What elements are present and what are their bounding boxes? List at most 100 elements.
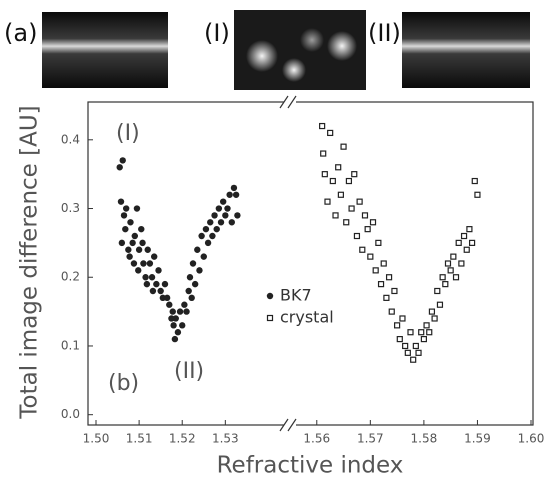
x-tick-label: 1.58	[411, 432, 438, 446]
point	[146, 260, 154, 267]
point	[345, 177, 353, 185]
point	[194, 246, 201, 253]
point	[174, 329, 182, 336]
point	[377, 281, 385, 288]
point	[369, 219, 377, 226]
point	[198, 232, 205, 240]
point	[215, 205, 223, 212]
point	[157, 287, 164, 295]
point	[418, 329, 425, 336]
point	[135, 267, 142, 274]
panel-label: (a)	[4, 19, 37, 47]
legend-label: BK7	[280, 286, 312, 305]
point	[364, 226, 371, 233]
point	[356, 198, 363, 205]
point	[396, 335, 403, 343]
x-tick-label: 1.59	[464, 432, 491, 446]
annotation: (II)	[174, 359, 204, 384]
point	[139, 239, 146, 247]
point	[343, 219, 350, 226]
point	[439, 274, 446, 281]
x-axis-label: Refractive index	[217, 453, 404, 478]
y-tick-label: 0.1	[61, 338, 80, 352]
point	[126, 253, 133, 260]
point	[351, 171, 358, 178]
point	[367, 253, 374, 260]
y-tick-label: 0.3	[61, 201, 80, 215]
annotation: (I)	[116, 121, 140, 146]
legend-marker	[266, 292, 274, 300]
point	[348, 205, 355, 212]
point	[211, 212, 218, 219]
point	[474, 191, 481, 198]
point	[452, 274, 460, 281]
point	[420, 335, 427, 343]
legend-label: crystal	[280, 308, 334, 327]
point	[380, 260, 387, 267]
point	[383, 294, 390, 301]
point	[186, 274, 194, 281]
point	[426, 329, 433, 336]
point	[337, 191, 344, 198]
point	[127, 219, 134, 226]
x-tick-label: 1.52	[169, 432, 196, 446]
point	[423, 322, 430, 329]
point	[163, 294, 171, 302]
y-axis-label: Total image difference [AU]	[17, 105, 43, 419]
point	[140, 260, 147, 267]
point	[161, 280, 169, 288]
point	[135, 246, 143, 253]
point	[130, 260, 138, 267]
point	[189, 260, 197, 267]
point	[335, 164, 342, 171]
point	[319, 122, 326, 130]
point	[183, 308, 190, 315]
image-a	[42, 12, 168, 88]
image-blob	[300, 28, 324, 52]
axis-break-gap	[284, 419, 296, 431]
point	[196, 267, 203, 274]
point	[404, 349, 411, 356]
y-tick-label: 0.4	[61, 132, 80, 146]
point	[148, 274, 156, 281]
point	[402, 342, 409, 350]
image-ii	[402, 12, 530, 88]
point	[412, 342, 419, 350]
point	[118, 239, 126, 247]
point	[388, 308, 395, 315]
point	[340, 143, 347, 150]
point	[188, 294, 195, 302]
point	[155, 267, 162, 274]
x-tick-label: 1.53	[212, 432, 239, 446]
point	[224, 205, 231, 212]
point	[204, 239, 212, 247]
point	[200, 253, 207, 260]
point	[222, 212, 229, 219]
point	[213, 225, 220, 233]
point	[234, 212, 241, 219]
panel-label: (II)	[368, 19, 401, 47]
point	[125, 246, 132, 253]
x-tick-label: 1.51	[126, 432, 153, 446]
point	[399, 315, 406, 322]
point	[407, 329, 414, 336]
point	[329, 177, 336, 185]
point	[324, 198, 331, 205]
y-tick-label: 0.2	[61, 270, 80, 284]
point	[320, 150, 327, 157]
image-blob	[327, 31, 357, 61]
point	[166, 301, 173, 308]
point	[431, 315, 438, 322]
point	[142, 274, 149, 281]
point	[332, 212, 339, 219]
point	[444, 260, 452, 267]
point	[327, 129, 334, 137]
panel-label: (I)	[204, 19, 230, 47]
point	[394, 322, 401, 329]
point	[375, 239, 382, 246]
point	[372, 267, 379, 274]
point	[353, 232, 361, 240]
y-tick-label: 0.0	[61, 407, 80, 421]
point	[122, 225, 129, 233]
point	[120, 212, 128, 219]
